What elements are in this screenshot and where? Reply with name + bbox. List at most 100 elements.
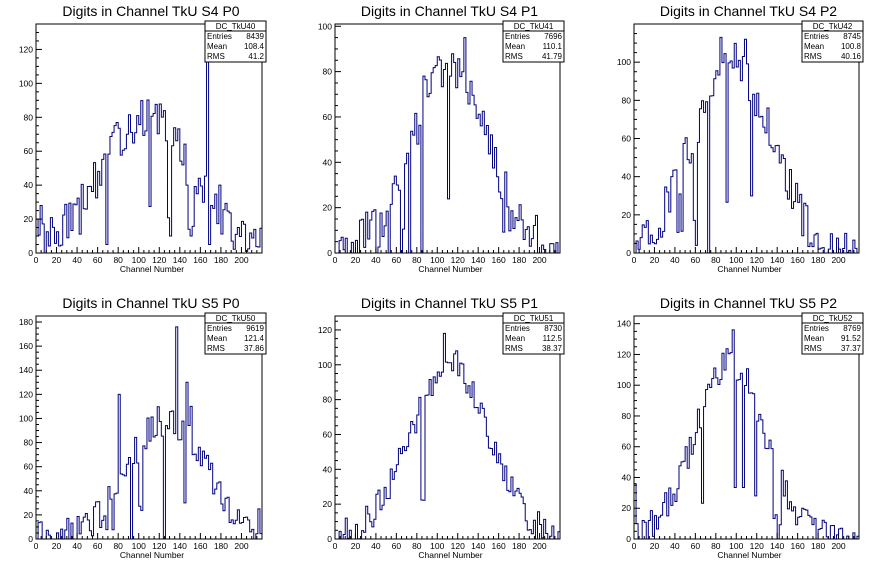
x-tick-label: 80: [711, 541, 721, 551]
histogram-panel: Digits in Channel TkU S5 P1 0 20 40 60 80 100 1…: [318, 295, 565, 560]
histogram-panel: Digits in Channel TkU S4 P1 0 20 40 60 80 100 1…: [318, 3, 565, 274]
y-tick-label: 60: [323, 112, 333, 122]
x-tick-label: 120: [750, 541, 764, 551]
x-tick-label: 80: [412, 255, 422, 265]
y-tick-label: 60: [622, 134, 632, 144]
x-tick-label: 120: [152, 255, 166, 265]
histogram-panel: Digits in Channel TkU S4 P2 0 20 40 60 80 100 1…: [617, 3, 864, 274]
x-tick-label: 100: [430, 541, 444, 551]
y-tick-label: 120: [19, 44, 33, 54]
stats-name: DC_TkU40: [216, 22, 256, 31]
x-tick-label: 60: [93, 541, 103, 551]
x-tick-label: 120: [750, 255, 764, 265]
chart-title: Digits in Channel TkU S4 P2: [660, 3, 837, 19]
stats-rms-label: RMS: [207, 52, 225, 61]
y-tick-label: 120: [617, 349, 631, 359]
stats-rms-label: RMS: [505, 344, 523, 353]
y-tick-label: 60: [323, 429, 333, 439]
x-tick-label: 140: [471, 255, 485, 265]
stats-rms-value: 38.37: [542, 344, 563, 353]
y-tick-label: 100: [617, 57, 631, 67]
x-tick-label: 60: [392, 255, 402, 265]
histogram-line: [634, 36, 859, 254]
x-tick-label: 100: [132, 541, 146, 551]
y-tick-label: 20: [622, 210, 632, 220]
x-tick-label: 100: [132, 255, 146, 265]
x-tick-label: 200: [831, 541, 845, 551]
y-tick-label: 20: [323, 499, 333, 509]
x-tick-label: 120: [152, 541, 166, 551]
y-tick-label: 180: [19, 317, 33, 327]
y-tick-label: 100: [617, 380, 631, 390]
x-tick-label: 100: [430, 255, 444, 265]
x-tick-label: 180: [811, 255, 825, 265]
histogram-line: [633, 329, 860, 540]
chart-title: Digits in Channel TkU S5 P0: [62, 295, 239, 311]
x-axis-label: Channel Number: [717, 550, 781, 560]
x-tick-label: 200: [532, 255, 546, 265]
y-tick-label: 20: [24, 214, 34, 224]
y-tick-label: 40: [323, 464, 333, 474]
stats-mean-label: Mean: [804, 334, 824, 343]
x-tick-label: 80: [113, 255, 123, 265]
stats-name: DC_TkU41: [514, 22, 554, 31]
stats-entries-value: 8439: [246, 32, 264, 41]
histogram-line: [35, 40, 263, 254]
x-tick-label: 200: [234, 255, 248, 265]
x-tick-label: 20: [650, 541, 660, 551]
x-tick-label: 80: [113, 541, 123, 551]
y-tick-label: 0: [626, 534, 631, 544]
histogram-panel: Digits in Channel TkU S5 P2 0 20 40 60 80 100 1…: [617, 295, 864, 560]
stats-entries-label: Entries: [804, 32, 829, 41]
x-tick-label: 40: [72, 541, 82, 551]
y-tick-label: 20: [622, 503, 632, 513]
x-axis-label: Channel Number: [120, 264, 184, 274]
x-tick-label: 0: [34, 255, 39, 265]
chart-title: Digits in Channel TkU S5 P1: [361, 295, 538, 311]
x-tick-label: 0: [333, 255, 338, 265]
stats-entries-value: 8769: [843, 324, 861, 333]
x-tick-label: 180: [512, 255, 526, 265]
stats-name: DC_TkU42: [813, 22, 853, 31]
x-tick-label: 160: [492, 541, 506, 551]
x-tick-label: 60: [691, 541, 701, 551]
stats-mean-value: 108.4: [244, 42, 265, 51]
stats-mean-label: Mean: [804, 42, 824, 51]
y-tick-label: 40: [24, 486, 34, 496]
stats-rms-value: 40.16: [841, 52, 862, 61]
histogram-line: [36, 326, 263, 540]
y-tick-label: 20: [323, 203, 333, 213]
stats-rms-label: RMS: [505, 52, 523, 61]
x-tick-label: 180: [214, 541, 228, 551]
stats-rms-value: 41.79: [542, 52, 563, 61]
histogram-line: [335, 332, 561, 540]
x-tick-label: 160: [193, 541, 207, 551]
y-tick-label: 40: [622, 172, 632, 182]
y-tick-label: 120: [318, 325, 332, 335]
stats-mean-value: 91.52: [841, 334, 862, 343]
y-tick-label: 40: [24, 180, 34, 190]
stats-rms-label: RMS: [207, 344, 225, 353]
x-tick-label: 120: [451, 541, 465, 551]
x-tick-label: 100: [729, 541, 743, 551]
x-tick-label: 180: [512, 541, 526, 551]
stats-entries-value: 7696: [544, 32, 562, 41]
x-tick-label: 180: [811, 541, 825, 551]
x-tick-label: 20: [650, 255, 660, 265]
x-tick-label: 0: [34, 541, 39, 551]
x-tick-label: 0: [333, 541, 338, 551]
x-tick-label: 40: [72, 255, 82, 265]
y-tick-label: 80: [24, 112, 34, 122]
stats-entries-label: Entries: [505, 32, 530, 41]
y-tick-label: 40: [622, 472, 632, 482]
x-tick-label: 200: [831, 255, 845, 265]
x-tick-label: 60: [392, 541, 402, 551]
x-tick-label: 200: [234, 541, 248, 551]
y-tick-label: 120: [19, 389, 33, 399]
x-tick-label: 0: [632, 541, 637, 551]
stats-mean-label: Mean: [505, 42, 525, 51]
x-tick-label: 20: [351, 541, 361, 551]
histogram-panel: Digits in Channel TkU S4 P0 0 20 40 60 80 100 1…: [19, 3, 267, 274]
stats-entries-value: 8730: [544, 324, 562, 333]
